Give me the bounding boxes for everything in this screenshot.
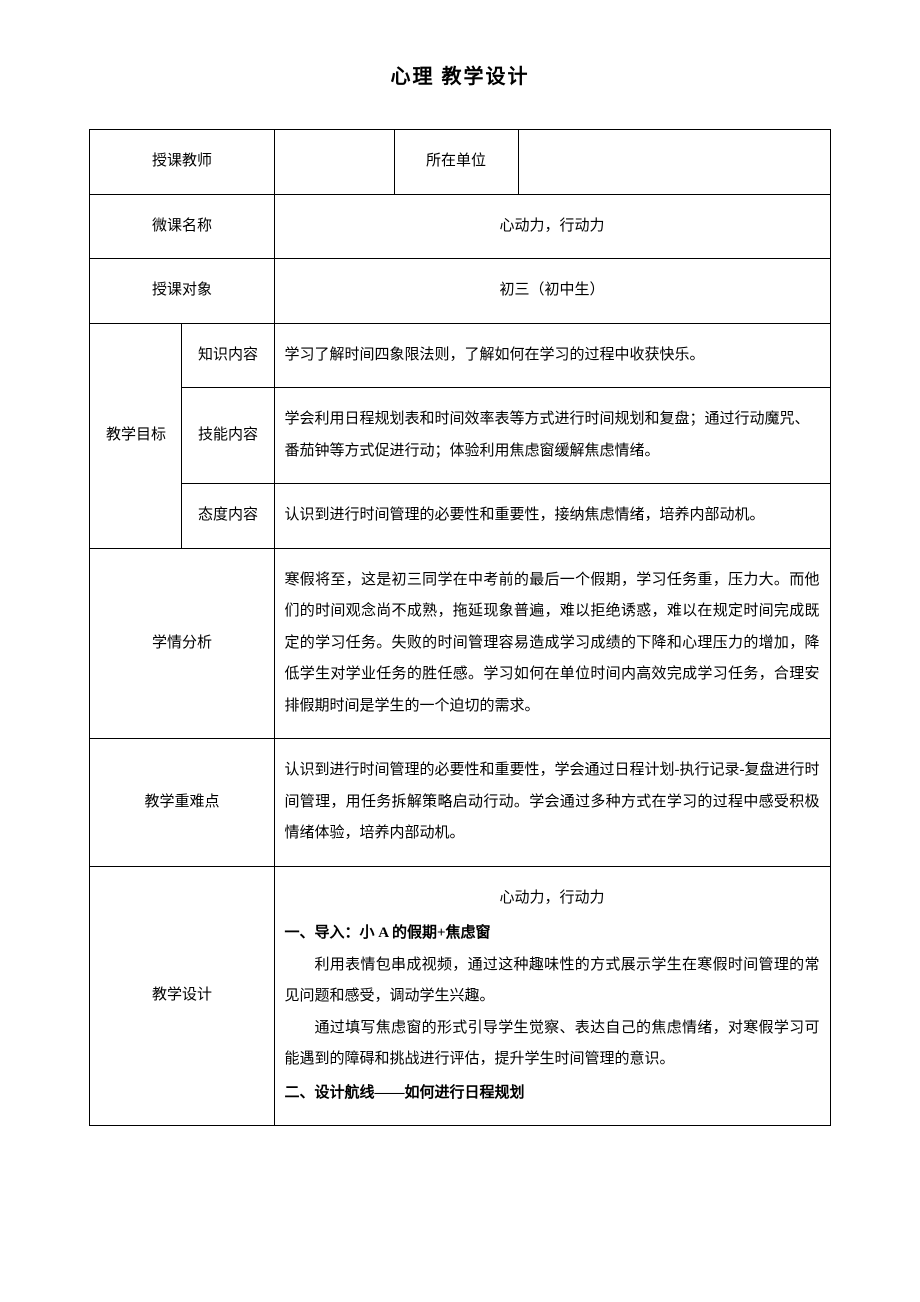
table-row: 授课对象 初三（初中生）: [90, 259, 830, 324]
unit-value: [518, 130, 830, 195]
teacher-label: 授课教师: [90, 130, 274, 195]
table-row: 技能内容 学会利用日程规划表和时间效率表等方式进行时间规划和复盘；通过行动魔咒、…: [90, 388, 830, 484]
design-section-1: 一、导入：小 A 的假期+焦虑窗: [285, 918, 820, 950]
audience-value: 初三（初中生）: [274, 259, 830, 324]
table-row: 微课名称 心动力，行动力: [90, 194, 830, 259]
table-row: 教学设计 心动力，行动力 一、导入：小 A 的假期+焦虑窗 利用表情包串成视频，…: [90, 866, 830, 1126]
page-title: 心理 教学设计: [0, 60, 920, 89]
objectives-label: 教学目标: [90, 323, 182, 548]
teacher-value: [274, 130, 394, 195]
coursename-label: 微课名称: [90, 194, 274, 259]
audience-label: 授课对象: [90, 259, 274, 324]
situation-label: 学情分析: [90, 548, 274, 739]
unit-label: 所在单位: [394, 130, 518, 195]
table-row: 教学重难点 认识到进行时间管理的必要性和重要性，学会通过日程计划-执行记录-复盘…: [90, 739, 830, 867]
coursename-value: 心动力，行动力: [274, 194, 830, 259]
table-row: 授课教师 所在单位: [90, 130, 830, 195]
skills-label: 技能内容: [182, 388, 274, 484]
difficulty-value: 认识到进行时间管理的必要性和重要性，学会通过日程计划-执行记录-复盘进行时间管理…: [274, 739, 830, 867]
knowledge-value: 学习了解时间四象限法则，了解如何在学习的过程中收获快乐。: [274, 323, 830, 388]
situation-value: 寒假将至，这是初三同学在中考前的最后一个假期，学习任务重，压力大。而他们的时间观…: [274, 548, 830, 739]
table-row: 学情分析 寒假将至，这是初三同学在中考前的最后一个假期，学习任务重，压力大。而他…: [90, 548, 830, 739]
design-subtitle: 心动力，行动力: [285, 883, 820, 915]
design-para-1: 利用表情包串成视频，通过这种趣味性的方式展示学生在寒假时间管理的常见问题和感受，…: [285, 950, 820, 1013]
design-label: 教学设计: [90, 866, 274, 1126]
lesson-plan-table: 授课教师 所在单位 微课名称 心动力，行动力 授课对象 初三（初中生） 教学目标…: [89, 129, 830, 1126]
design-content: 心动力，行动力 一、导入：小 A 的假期+焦虑窗 利用表情包串成视频，通过这种趣…: [274, 866, 830, 1126]
table-row: 态度内容 认识到进行时间管理的必要性和重要性，接纳焦虑情绪，培养内部动机。: [90, 484, 830, 549]
difficulty-label: 教学重难点: [90, 739, 274, 867]
table-row: 教学目标 知识内容 学习了解时间四象限法则，了解如何在学习的过程中收获快乐。: [90, 323, 830, 388]
attitude-label: 态度内容: [182, 484, 274, 549]
design-section-2: 二、设计航线——如何进行日程规划: [285, 1078, 820, 1110]
skills-value: 学会利用日程规划表和时间效率表等方式进行时间规划和复盘；通过行动魔咒、番茄钟等方…: [274, 388, 830, 484]
knowledge-label: 知识内容: [182, 323, 274, 388]
attitude-value: 认识到进行时间管理的必要性和重要性，接纳焦虑情绪，培养内部动机。: [274, 484, 830, 549]
design-para-2: 通过填写焦虑窗的形式引导学生觉察、表达自己的焦虑情绪，对寒假学习可能遇到的障碍和…: [285, 1013, 820, 1076]
